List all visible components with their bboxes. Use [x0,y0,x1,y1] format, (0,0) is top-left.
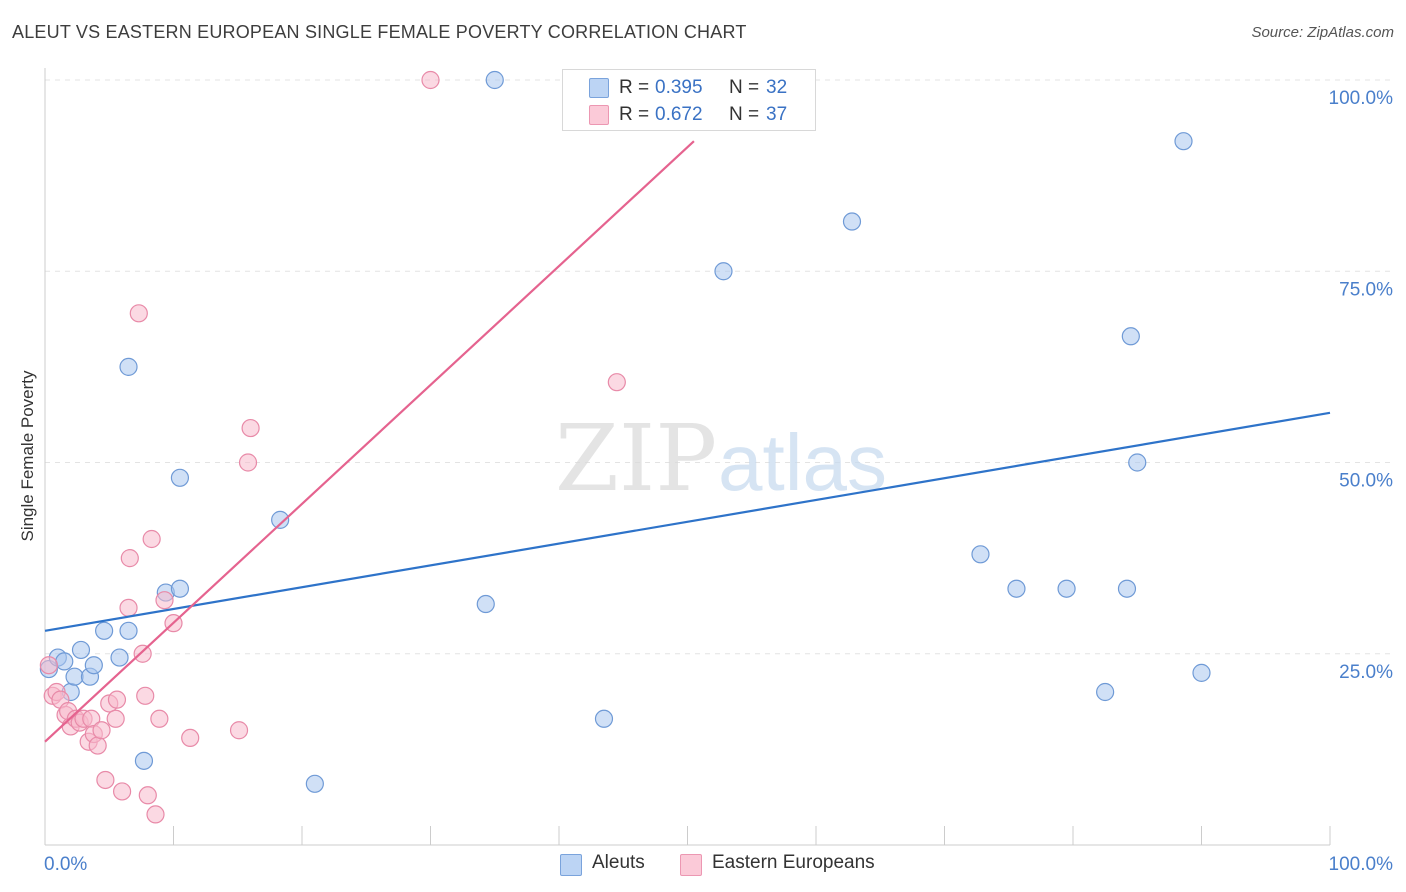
aleuts-point [1128,453,1147,472]
x-tick-label: 0.0% [44,854,87,875]
aleuts-point [476,594,495,614]
eastern-europeans-legend-swatch [680,854,702,876]
eastern-europeans-point [181,728,200,748]
aleuts-point [1117,579,1137,598]
r-label: R = [619,77,650,98]
eastern-europeans-point [238,453,258,472]
eastern-europeans-point [119,598,138,617]
axes [44,68,1331,846]
aleuts-point [134,751,154,770]
eastern-europeans-point [155,591,174,610]
watermark-zip: ZIP [555,405,717,512]
aleuts-point [119,357,138,376]
eastern-europeans-point [142,529,161,549]
eastern-europeans-point [133,644,152,663]
x-tick-label: 100.0% [1329,854,1394,875]
aleuts-point [84,656,103,675]
tick-labels: 25.0% 50.0% 75.0% 100.0% 0.0% 100.0% [44,88,1393,875]
aleuts-point [65,667,84,686]
aleuts-point [971,545,990,564]
chart-title: ALEUT VS EASTERN EUROPEAN SINGLE FEMALE … [12,22,747,42]
n-value: 37 [766,104,788,125]
aleuts-point [1007,579,1026,598]
aleuts-point [110,648,129,667]
stats-legend-row-aleuts: R = 0.395 N = 32 [563,75,815,101]
aleuts-point [1174,132,1193,151]
chart-source: Source: ZipAtlas.com [1251,24,1394,41]
stats-legend-row-eastern-europeans: R = 0.672 N = 37 [563,102,815,128]
n-label: N = [729,104,760,125]
eastern-europeans-point [107,690,127,709]
eastern-europeans-point [88,736,107,755]
eastern-europeans-point [607,373,626,392]
n-value: 32 [766,77,788,98]
stats-legend: R = 0.395 N = 32 R = 0.672 N = 37 [562,69,816,131]
aleuts-point [305,774,324,793]
eastern-europeans-swatch [589,105,609,125]
watermark-atlas: atlas [718,418,887,507]
aleuts-point [714,262,733,281]
eastern-europeans-point [112,782,132,801]
aleuts-point [1121,327,1140,346]
aleuts-point [271,510,290,529]
r-value: 0.395 [655,77,703,98]
aleuts-point [119,621,138,640]
aleuts-point [95,621,114,640]
r-value: 0.672 [655,104,703,125]
aleuts-point [170,579,190,598]
aleuts-legend-label: Aleuts [592,852,645,873]
eastern-europeans-legend-label: Eastern Europeans [712,852,875,873]
aleuts-trend-line [44,411,1331,632]
aleuts-point [170,468,190,487]
aleuts-point [1057,579,1076,598]
aleuts-point [1192,663,1211,682]
y-tick-label: 100.0% [1329,88,1394,109]
eastern-europeans-trend-line [44,140,695,743]
trend-lines [44,140,1331,743]
aleuts-legend-swatch [560,854,582,876]
y-tick-label: 75.0% [1339,279,1393,300]
eastern-europeans-point [136,686,155,705]
r-label: R = [619,104,650,125]
eastern-europeans-point [92,721,111,740]
eastern-europeans-point [39,656,58,675]
aleuts-point [842,212,862,231]
eastern-europeans-point [229,721,249,740]
eastern-europeans-point [120,549,139,568]
eastern-europeans-point [241,418,260,438]
eastern-europeans-point [106,709,125,728]
gridlines [45,79,1395,655]
y-tick-label: 25.0% [1339,662,1393,683]
aleuts-point [55,652,74,671]
eastern-europeans-point [421,70,440,90]
eastern-europeans-point [129,304,148,323]
aleuts-point [485,70,504,90]
aleuts-point [1096,682,1115,702]
eastern-europeans-point [138,786,157,805]
aleuts-swatch [589,78,609,98]
n-label: N = [729,77,760,98]
aleuts-point [71,640,91,660]
y-tick-label: 50.0% [1339,471,1393,492]
eastern-europeans-point [146,805,165,824]
eastern-europeans-point [96,770,115,790]
eastern-europeans-point [150,709,169,728]
aleuts-point [594,709,614,728]
